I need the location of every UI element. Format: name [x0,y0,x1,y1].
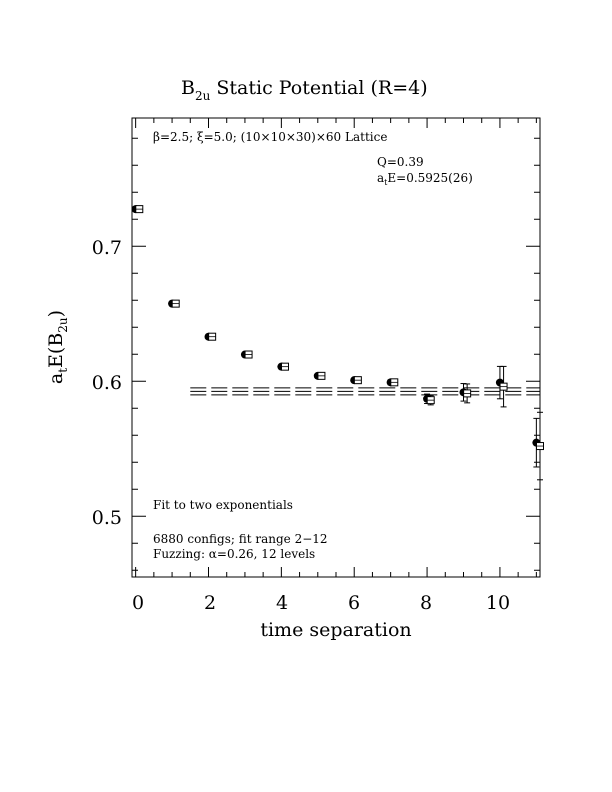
y-axis-label-end: ) [45,310,67,317]
data-points [131,205,544,481]
y-axis-label-mid: E(B [45,333,67,368]
y-tick-label: 0.7 [92,237,122,259]
x-tick-label: 2 [204,592,216,614]
fit-band [190,387,540,396]
x-tick-label: 0 [132,592,144,614]
y-axis-label-sub-2u: 2u [56,317,70,333]
xi-note: ξ=5.0; [197,130,237,144]
x-tick-label: 10 [486,592,510,614]
fit-result-sub: t [384,178,388,187]
fit-method-note: Fit to two exponentials [153,498,293,512]
x-tick-label: 4 [276,592,288,614]
x-axis-label: time separation [260,619,411,641]
fit-result-a: a [377,171,384,185]
y-axis-label-a: a [45,373,67,384]
axis-ticks [132,118,540,577]
lattice-size-note: (10×10×30)×60 Lattice [241,130,388,144]
fit-result: atE=0.5925(26) [377,171,473,187]
y-axis-label-sub-t: t [56,368,70,373]
beta-note: β=2.5; [153,130,193,144]
chart-title-subscript: 2u [195,89,211,103]
fuzzing-note: Fuzzing: α=0.26, 12 levels [153,547,315,561]
y-axis-label: atE(B2u) [45,310,70,384]
y-tick-label: 0.6 [92,372,122,394]
chart-title: B2u Static Potential (R=4) [181,77,428,103]
x-tick-label: 8 [420,592,432,614]
chart-title-rest: Static Potential (R=4) [210,77,427,99]
x-tick-label: 6 [348,592,360,614]
lattice-note: β=2.5; ξ=5.0; (10×10×30)×60 Lattice [153,130,387,144]
configs-note: 6880 configs; fit range 2−12 [153,532,328,546]
fit-result-value: E=0.5925(26) [387,171,472,185]
y-tick-label: 0.5 [92,507,122,529]
fit-quality: Q=0.39 [377,155,424,169]
chart-title-main: B [181,77,195,99]
